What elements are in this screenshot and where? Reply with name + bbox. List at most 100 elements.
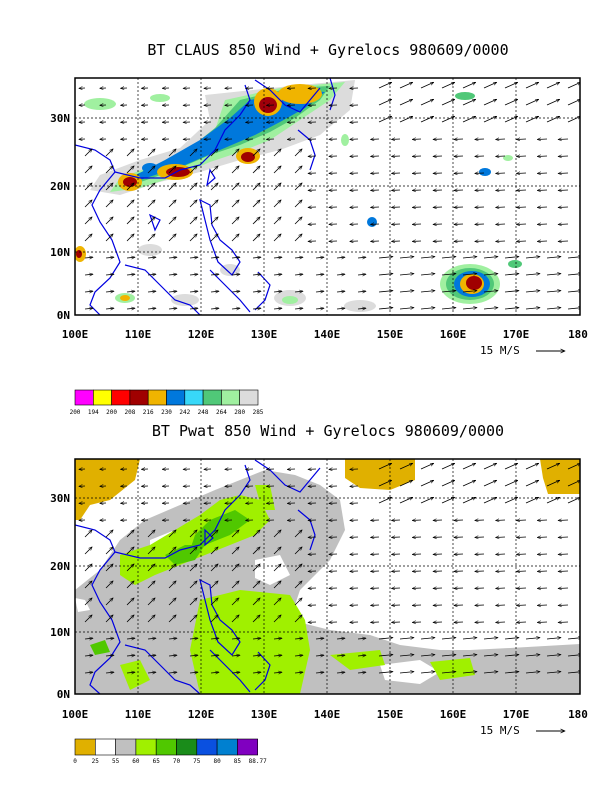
- wind-vector: [126, 655, 135, 656]
- colorbar-swatch: [196, 738, 218, 756]
- wind-vector: [231, 530, 239, 538]
- wind-vector: [441, 81, 455, 89]
- wind-vector: [84, 564, 92, 572]
- wind-vector: [105, 257, 114, 258]
- wind-vector: [126, 200, 134, 208]
- claus-colorbar: 200 194 200 208 216 230 242 248 264 280 285: [70, 389, 264, 416]
- wind-vector: [126, 149, 134, 157]
- wind-vector: [483, 462, 497, 470]
- wind-vector: [231, 655, 240, 656]
- wind-vector: [294, 200, 302, 208]
- wind-vector: [546, 81, 560, 89]
- wind-vector: [189, 581, 197, 589]
- wind-vector: [315, 274, 324, 275]
- wind-vector: [462, 308, 477, 309]
- wind-vector: [462, 291, 477, 292]
- wind-vector: [147, 274, 156, 275]
- wind-vector: [105, 564, 113, 572]
- colorbar-swatch: [147, 389, 167, 406]
- wind-vector: [147, 166, 155, 174]
- wind-vector: [294, 547, 302, 555]
- wind-vector: [273, 274, 282, 275]
- wind-vector: [168, 217, 176, 225]
- pwat-lat-20n: 20N: [50, 560, 70, 573]
- wind-vector: [210, 166, 218, 174]
- pwat-grid: [75, 459, 580, 694]
- wind-vector: [462, 462, 476, 470]
- pwat-coastlines: [75, 459, 321, 694]
- wind-vector: [231, 234, 239, 242]
- wind-vector: [210, 530, 218, 538]
- wind-vector: [189, 291, 198, 292]
- wind-vector: [399, 115, 413, 123]
- wind-vector: [546, 257, 561, 258]
- wind-vector: [189, 530, 197, 538]
- wind-vector: [210, 547, 218, 555]
- colorbar-swatch: [95, 738, 116, 756]
- colorbar-label: 0: [73, 758, 77, 765]
- wind-vector: [105, 598, 113, 606]
- wind-vector: [483, 274, 498, 275]
- pwat-map-area: [75, 459, 580, 694]
- wind-vector: [168, 308, 177, 309]
- wind-vector: [420, 115, 434, 123]
- wind-vector: [126, 547, 134, 555]
- wind-vector: [189, 183, 197, 191]
- wind-vector: [294, 149, 302, 157]
- claus-lon-130e: 130E: [251, 328, 278, 341]
- wind-vector: [210, 615, 218, 623]
- wind-vector: [399, 479, 413, 487]
- wind-vector: [399, 462, 413, 470]
- wind-vector: [420, 479, 434, 487]
- wind-vector: [105, 217, 113, 225]
- claus-lon-160e: 160E: [440, 328, 467, 341]
- pwat-lat-30n: 30N: [50, 492, 70, 505]
- wind-vector: [252, 257, 261, 258]
- wind-vector: [126, 581, 134, 589]
- wind-vector: [483, 638, 498, 639]
- wind-vector: [105, 234, 113, 242]
- wind-vector: [399, 672, 414, 673]
- wind-vector: [126, 638, 135, 639]
- wind-vector: [231, 564, 239, 572]
- wind-vector: [126, 183, 134, 191]
- wind-vector: [147, 564, 155, 572]
- wind-vector: [420, 655, 435, 656]
- wind-vector: [168, 200, 176, 208]
- wind-vector: [315, 638, 324, 639]
- claus-title: BT CLAUS 850 Wind + Gyrelocs 980609/0000: [147, 41, 508, 59]
- wind-vector: [378, 308, 393, 309]
- wind-vector: [273, 564, 281, 572]
- colorbar-label: 200: [106, 409, 117, 416]
- colorbar-swatch: [111, 389, 131, 406]
- pwat-colorbar: 0 25 55 60 65 70 75 80 85 88.77: [73, 738, 267, 765]
- wind-vector: [483, 479, 497, 487]
- wind-vector: [105, 581, 113, 589]
- wind-vector: [252, 598, 260, 606]
- wind-vector: [378, 462, 392, 470]
- wind-vector: [441, 115, 455, 123]
- wind-vector: [147, 655, 156, 656]
- wind-vector: [126, 291, 135, 292]
- colorbar-label: 70: [173, 758, 181, 765]
- wind-vector: [462, 638, 477, 639]
- wind-vector: [84, 234, 92, 242]
- wind-vector: [273, 615, 281, 623]
- wind-vector: [294, 564, 302, 572]
- wind-vector: [168, 166, 176, 174]
- wind-vector: [252, 672, 261, 673]
- pwat-lon-170e: 170E: [503, 708, 530, 721]
- wind-vector: [294, 291, 303, 292]
- wind-vector: [231, 200, 239, 208]
- wind-vector: [210, 183, 218, 191]
- wind-vector: [462, 98, 476, 106]
- wind-vector: [378, 274, 393, 275]
- colorbar-swatch: [129, 389, 149, 406]
- wind-vector: [105, 615, 113, 623]
- wind-vector: [126, 672, 135, 673]
- wind-vector: [231, 638, 240, 639]
- wind-vector: [567, 497, 580, 504]
- wind-vector: [567, 99, 580, 106]
- wind-vector: [525, 479, 539, 487]
- colorbar-label: 285: [253, 409, 264, 416]
